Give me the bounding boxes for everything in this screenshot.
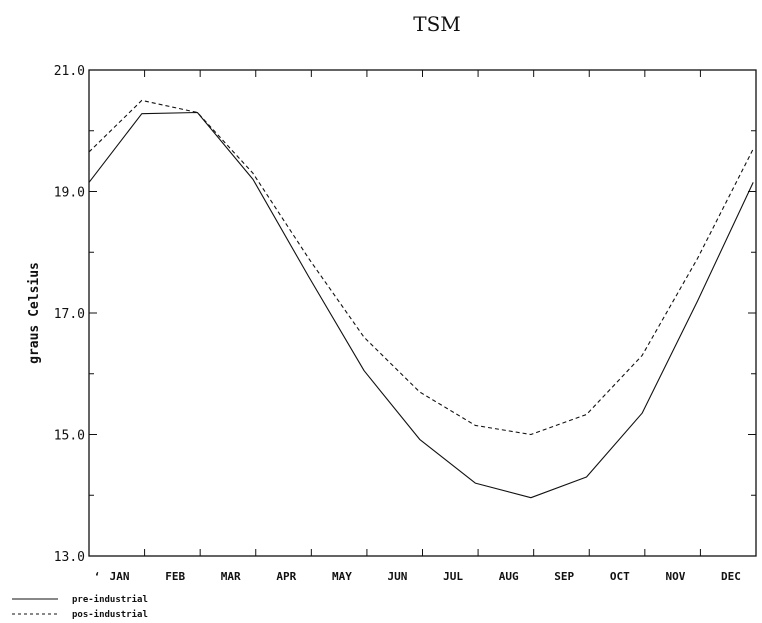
plot-frame	[88, 69, 757, 557]
x-tick-label: SEP	[554, 570, 574, 583]
legend: pre-industrial pos-industrial	[12, 594, 148, 620]
y-tick-label: 15.0	[54, 429, 85, 444]
series-line-pre-industrial	[88, 111, 754, 499]
x-tick-label: JUL	[443, 570, 463, 583]
y-tick-label: 21.0	[54, 64, 85, 79]
x-tick-label: APR	[276, 570, 296, 583]
x-tick-label: DEC	[721, 570, 741, 583]
x-tick-label: JUN	[388, 570, 408, 583]
x-tick-labels: JAN FEB MAR APR MAY JUN JUL AUG SEP OCT NOV DEC	[110, 570, 741, 583]
chart-title: TSM	[413, 12, 461, 36]
legend-label-pos-industrial: pos-industrial	[72, 609, 148, 620]
y-axis-label: graus Celsius	[27, 262, 42, 364]
x-ticks	[144, 70, 701, 556]
y-ticks	[89, 69, 756, 557]
legend-label-pre-industrial: pre-industrial	[72, 594, 148, 605]
y-tick-label: 19.0	[54, 186, 85, 201]
x-tick-label: JAN	[110, 570, 130, 583]
x-start-label: ʻ	[94, 570, 101, 583]
x-tick-label: AUG	[499, 570, 519, 583]
series-line-pos-industrial	[88, 99, 754, 436]
x-tick-label: MAY	[332, 570, 352, 583]
y-tick-labels: 13.0 15.0 17.0 19.0 21.0	[54, 64, 85, 565]
series-layer	[88, 99, 754, 499]
x-tick-label: NOV	[665, 570, 685, 583]
x-tick-label: FEB	[165, 570, 185, 583]
x-tick-label: MAR	[221, 570, 241, 583]
x-tick-label: OCT	[610, 570, 630, 583]
y-tick-label: 17.0	[54, 307, 85, 322]
y-tick-label: 13.0	[54, 550, 85, 565]
